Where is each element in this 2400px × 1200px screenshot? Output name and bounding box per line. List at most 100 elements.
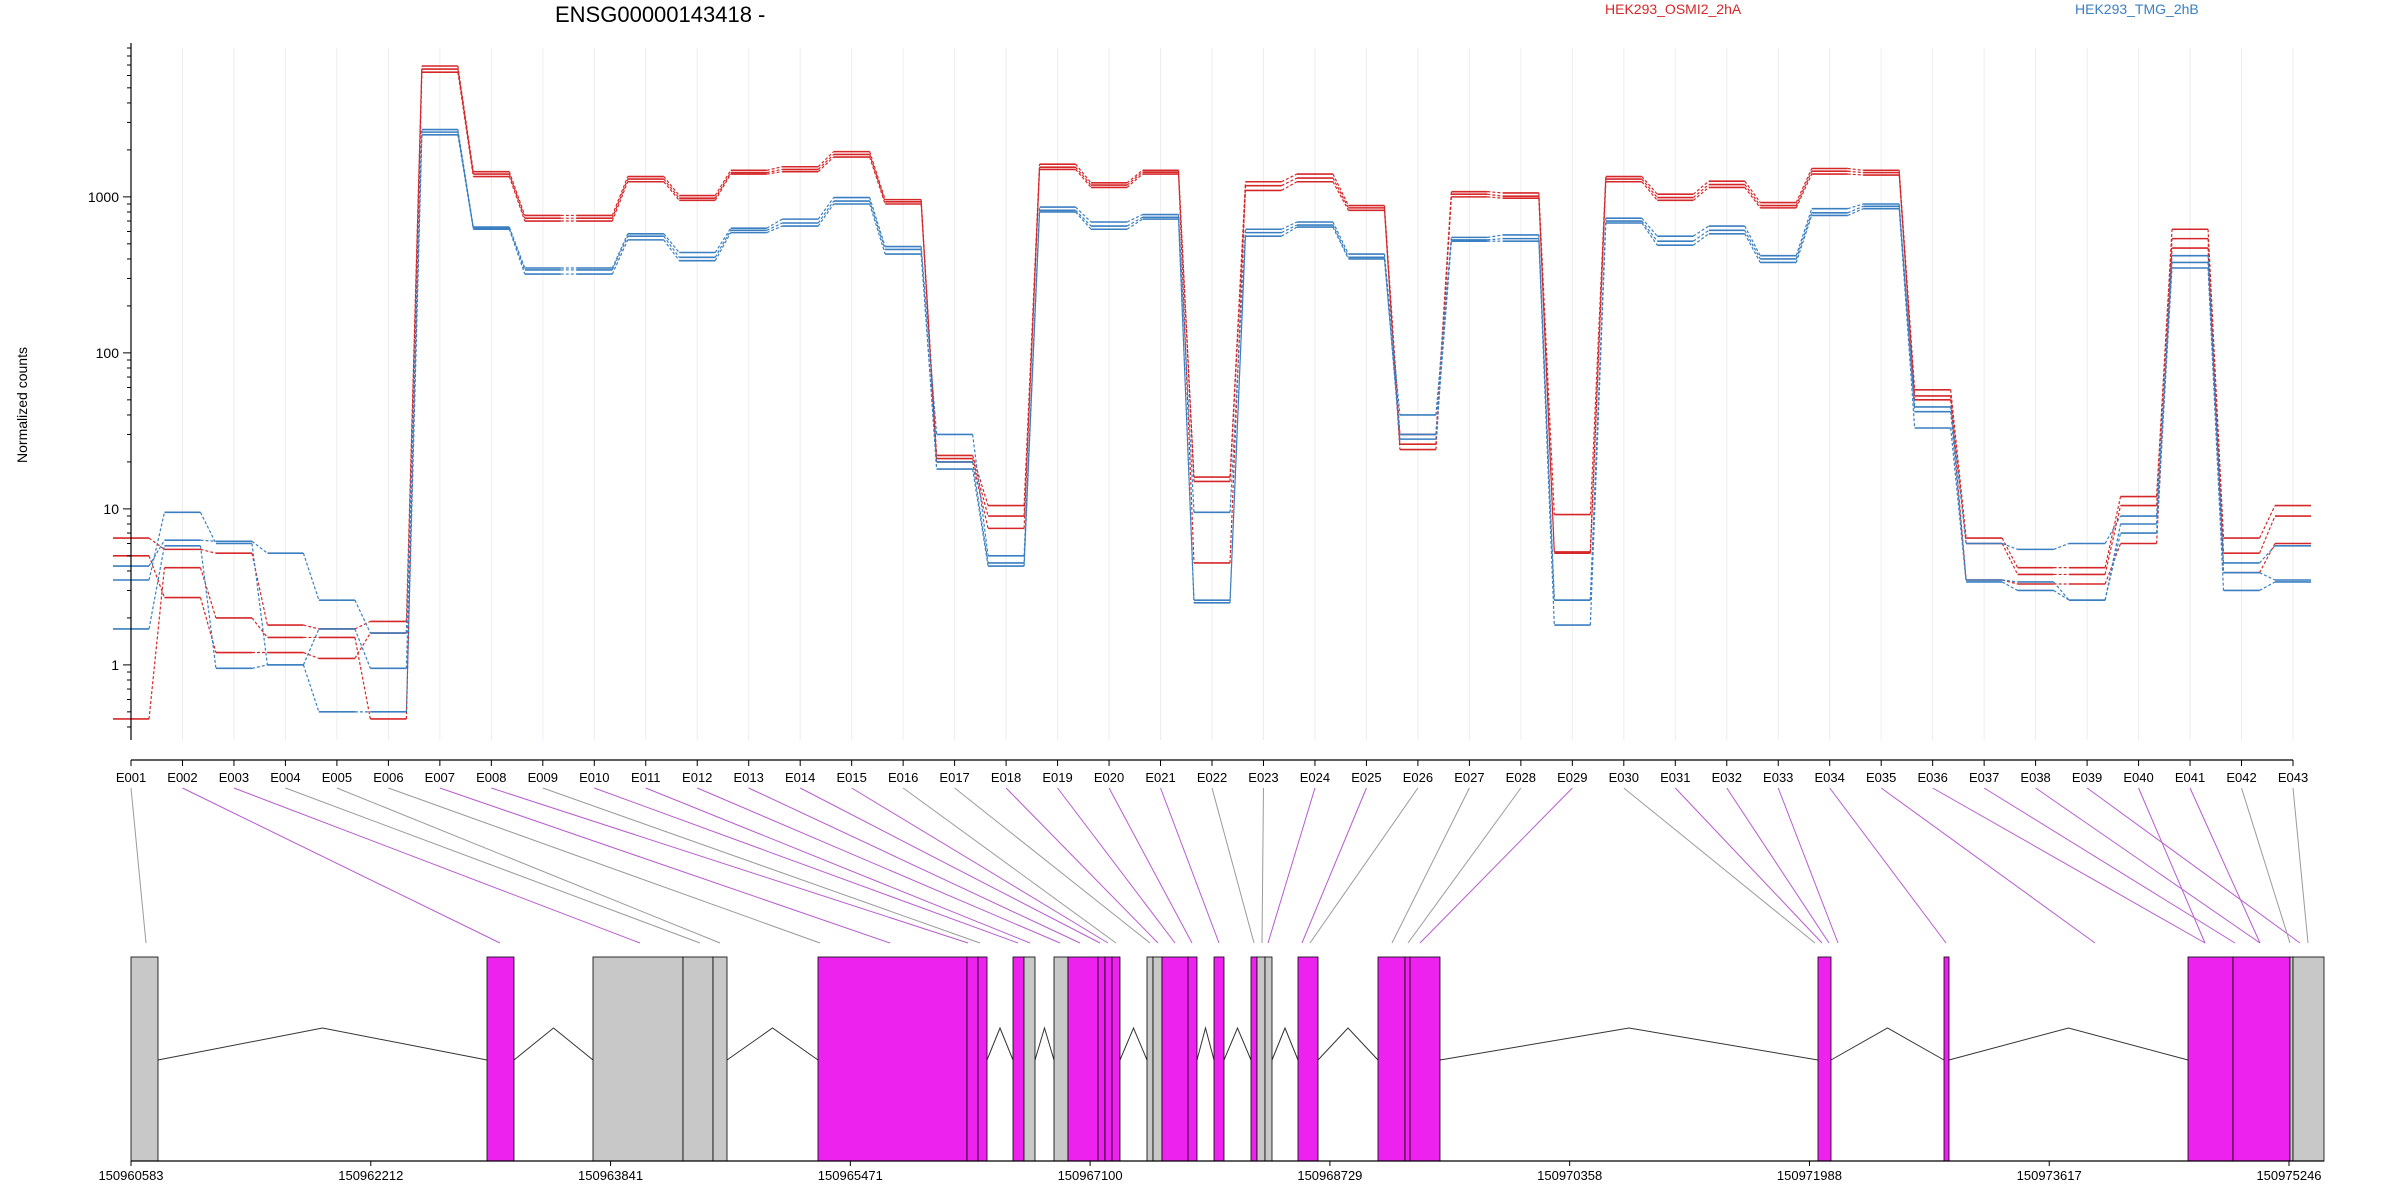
series-transition (148, 555, 166, 598)
exon-connector (2292, 787, 2309, 944)
series-transition (714, 173, 732, 201)
exon-connector (542, 787, 981, 944)
series-transition (663, 176, 680, 196)
series-transition (1177, 217, 1195, 603)
exon-label: E019 (1042, 770, 1072, 785)
series-transition (1332, 173, 1349, 206)
exon-label: E025 (1351, 770, 1381, 785)
exon-connector (1932, 787, 2206, 944)
exon-block (1409, 956, 1441, 1162)
intron-line (1034, 1026, 1055, 1061)
series-transition (457, 132, 474, 229)
exon-block (2292, 956, 2325, 1162)
exon-connector (1108, 787, 1193, 944)
intron-line (1196, 1026, 1215, 1061)
series-transition (354, 599, 371, 634)
series-transition (1950, 399, 1967, 581)
series-transition (1229, 232, 1247, 603)
series-transition (508, 171, 526, 216)
exon-label: E037 (1969, 770, 1999, 785)
series-transition (2053, 589, 2070, 601)
series-6 (112, 131, 2312, 670)
exon-block (1256, 956, 1266, 1162)
series-transition (714, 230, 732, 258)
exon-connector (1983, 787, 2236, 944)
series-transition (766, 225, 783, 234)
intron-line (157, 1027, 488, 1061)
series-transition (1332, 226, 1349, 260)
exon-block (977, 956, 988, 1162)
exon-connector (2086, 787, 2301, 944)
exon-connector (799, 787, 1101, 944)
exon-label: E016 (888, 770, 918, 785)
series-transition (869, 197, 886, 247)
coord-label: 150963841 (578, 1168, 643, 1183)
exon-connector (1623, 787, 1816, 944)
exon-connector (233, 787, 641, 944)
exon-label: E001 (116, 770, 146, 785)
exon-block (2232, 956, 2291, 1162)
series-transition (1332, 181, 1349, 211)
series-transition (1126, 218, 1143, 230)
series-transition (1126, 171, 1143, 186)
exon-label: E033 (1763, 770, 1793, 785)
series-transition (2104, 515, 2122, 544)
exon-connector (1674, 787, 1823, 944)
exon-connector (1777, 787, 1839, 944)
series-transition (303, 624, 320, 630)
series-transition (2001, 542, 2018, 550)
series-transition (1950, 411, 1967, 581)
exon-ticks: E001 E002 E003 E004 E005 E006 E007 E008 E009 E010… (116, 760, 2308, 785)
exon-block (966, 956, 979, 1162)
series-transition (1281, 224, 1298, 234)
series-transition (1692, 180, 1710, 195)
series-transition (972, 468, 989, 567)
exon-label: E038 (2020, 770, 2050, 785)
exon-connector (748, 787, 1081, 944)
exon-block (817, 956, 968, 1162)
series-transition (1023, 167, 1041, 529)
series-transition (1898, 175, 1916, 396)
series-transition (2207, 255, 2225, 564)
series-transition (1177, 174, 1195, 482)
exon-label: E007 (425, 770, 455, 785)
series-transition (405, 68, 423, 634)
series-transition (1795, 173, 1813, 209)
series-transition (2259, 572, 2276, 581)
series-transition (508, 227, 526, 271)
series-transition (1281, 221, 1298, 230)
series-transition (2207, 262, 2225, 573)
exon-block (1161, 956, 1189, 1162)
grid-lines (130, 48, 2294, 740)
series-transition (200, 539, 216, 542)
series-transition (1435, 239, 1452, 440)
series-transition (766, 166, 783, 171)
series-transition (1795, 170, 1813, 206)
series-transition (1075, 211, 1092, 230)
exon-connectors (130, 787, 2309, 944)
exon-connector (1419, 787, 1573, 944)
series-transition (611, 235, 629, 271)
exon-connector (954, 787, 1151, 944)
exon-connector (1391, 787, 1470, 944)
series-transition (2001, 543, 2019, 575)
exon-block (682, 956, 714, 1162)
exon-connector (645, 787, 1031, 944)
exon-label: E003 (219, 770, 249, 785)
coord-label: 150971988 (1777, 1168, 1842, 1183)
series-transition (1898, 172, 1916, 400)
series-transition (1538, 238, 1555, 601)
exon-block (1264, 956, 1273, 1162)
series-transition (1229, 185, 1247, 564)
series-transition (611, 233, 629, 269)
series-transition (1229, 236, 1247, 601)
exon-block (486, 956, 515, 1162)
exon-label: E024 (1300, 770, 1330, 785)
exon-connector (2035, 787, 2261, 944)
series-transition (1847, 205, 1864, 214)
series-transition (869, 156, 886, 205)
exon-label: E008 (476, 770, 506, 785)
series-transition (354, 637, 371, 720)
series-transition (2104, 523, 2122, 601)
exon-block (2187, 956, 2234, 1162)
